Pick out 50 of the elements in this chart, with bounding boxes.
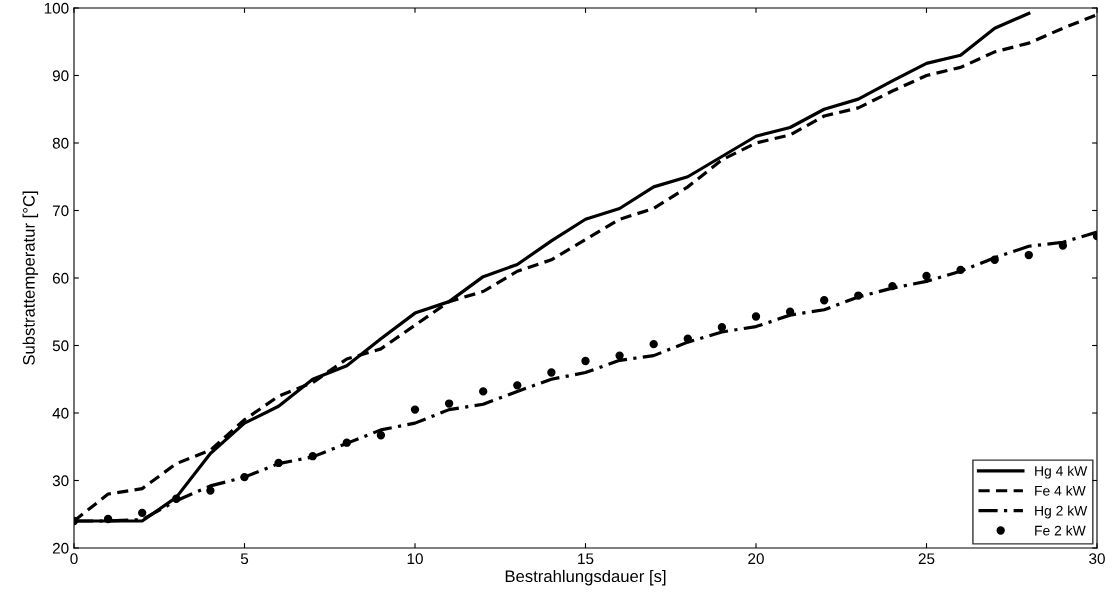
x-tick-label: 30 [1089, 553, 1105, 565]
point [615, 351, 624, 360]
y-tick-label: 40 [52, 407, 69, 419]
y-tick-label: 50 [52, 340, 69, 352]
point [717, 323, 727, 332]
point [922, 271, 931, 281]
point [990, 255, 999, 264]
legend-label: Fe 4 kW [1035, 485, 1086, 496]
y-tick-label: 60 [52, 272, 69, 284]
point [751, 312, 761, 321]
point [274, 458, 283, 468]
x-tick-label: 0 [70, 553, 78, 565]
point [854, 291, 863, 300]
y-tick-label: 20 [52, 542, 69, 554]
y-tick-label: 100 [44, 2, 69, 14]
point [240, 472, 249, 482]
point [138, 508, 147, 518]
point [1024, 250, 1033, 260]
x-tick-label: 25 [918, 553, 935, 565]
point [444, 399, 454, 408]
point [785, 307, 795, 316]
y-axis-title: Substrattemperatur [°C] [22, 191, 39, 365]
point [172, 494, 181, 503]
point [581, 356, 590, 366]
point [888, 281, 897, 291]
y-tick-label: 80 [52, 137, 69, 149]
point [103, 514, 113, 524]
point [376, 431, 386, 440]
legend-label: Hg 4 kW [1035, 465, 1088, 479]
x-axis-title: Bestrahlungsdauer [s] [505, 569, 666, 586]
point [683, 334, 692, 343]
point [410, 405, 420, 414]
point [308, 452, 317, 461]
point [649, 339, 658, 349]
x-tick-label: 20 [748, 553, 764, 565]
legend-label: Fe 2 kW [1035, 525, 1086, 536]
legend-label: Hg 2 kW [1035, 505, 1088, 519]
y-tick-label: 30 [52, 475, 69, 487]
y-tick-label: 90 [52, 70, 69, 82]
x-tick-label: 10 [407, 553, 423, 565]
point [820, 296, 829, 305]
point [206, 486, 215, 495]
point [479, 387, 488, 396]
point [513, 381, 522, 390]
point [547, 368, 556, 377]
x-tick-label: 5 [240, 553, 249, 565]
point [956, 265, 965, 275]
y-tick-label: 70 [52, 205, 69, 217]
point [342, 438, 351, 447]
x-tick-label: 15 [578, 553, 594, 565]
